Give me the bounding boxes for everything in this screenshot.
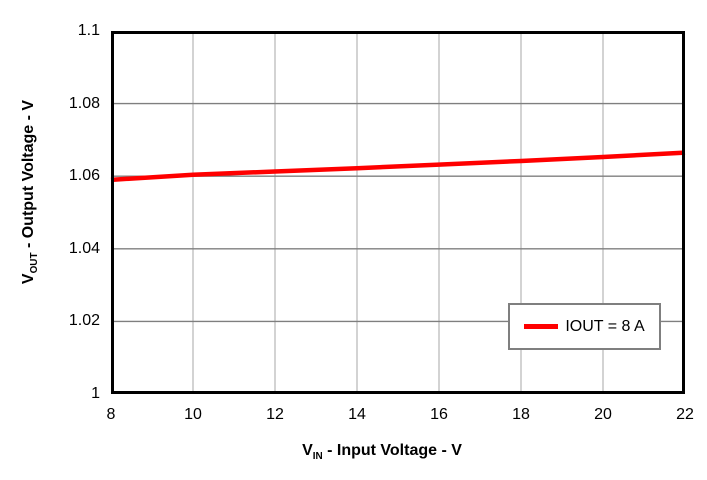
- x-axis-title-text: - Input Voltage - V: [322, 442, 462, 459]
- x-tick-label: 20: [594, 406, 612, 423]
- x-tick-label: 18: [512, 406, 530, 423]
- y-tick-label: 1: [91, 385, 100, 402]
- legend: IOUT = 8 A: [508, 303, 661, 350]
- y-tick-label: 1.04: [68, 239, 100, 257]
- x-axis-symbol: V: [302, 442, 313, 459]
- x-tick-label: 12: [266, 406, 284, 423]
- x-tick-label: 14: [348, 406, 366, 423]
- y-axis-title-text: - Output Voltage - V: [20, 99, 37, 253]
- y-tick-label: 1.02: [68, 312, 100, 330]
- y-tick-label: 1.08: [68, 94, 100, 112]
- plot-area: [110, 31, 686, 394]
- x-tick-label: 16: [430, 406, 448, 423]
- y-axis-symbol-subscript: OUT: [29, 252, 41, 274]
- plot-border: [111, 31, 685, 394]
- x-tick-label: 22: [676, 406, 694, 423]
- x-axis-symbol-subscript: IN: [312, 451, 323, 463]
- legend-label: IOUT = 8 A: [565, 317, 645, 335]
- x-tick-label: 10: [184, 406, 202, 423]
- legend-line-swatch: [524, 324, 559, 329]
- y-axis-title: VOUT - Output Voltage - V: [20, 99, 41, 285]
- x-tick-label: 8: [106, 406, 116, 423]
- y-tick-label: 1.06: [68, 167, 100, 185]
- y-axis-symbol: V: [20, 273, 37, 285]
- x-axis-title: VIN - Input Voltage - V: [302, 442, 462, 463]
- y-tick-label: 1.1: [77, 22, 100, 39]
- series-line: [110, 150, 686, 183]
